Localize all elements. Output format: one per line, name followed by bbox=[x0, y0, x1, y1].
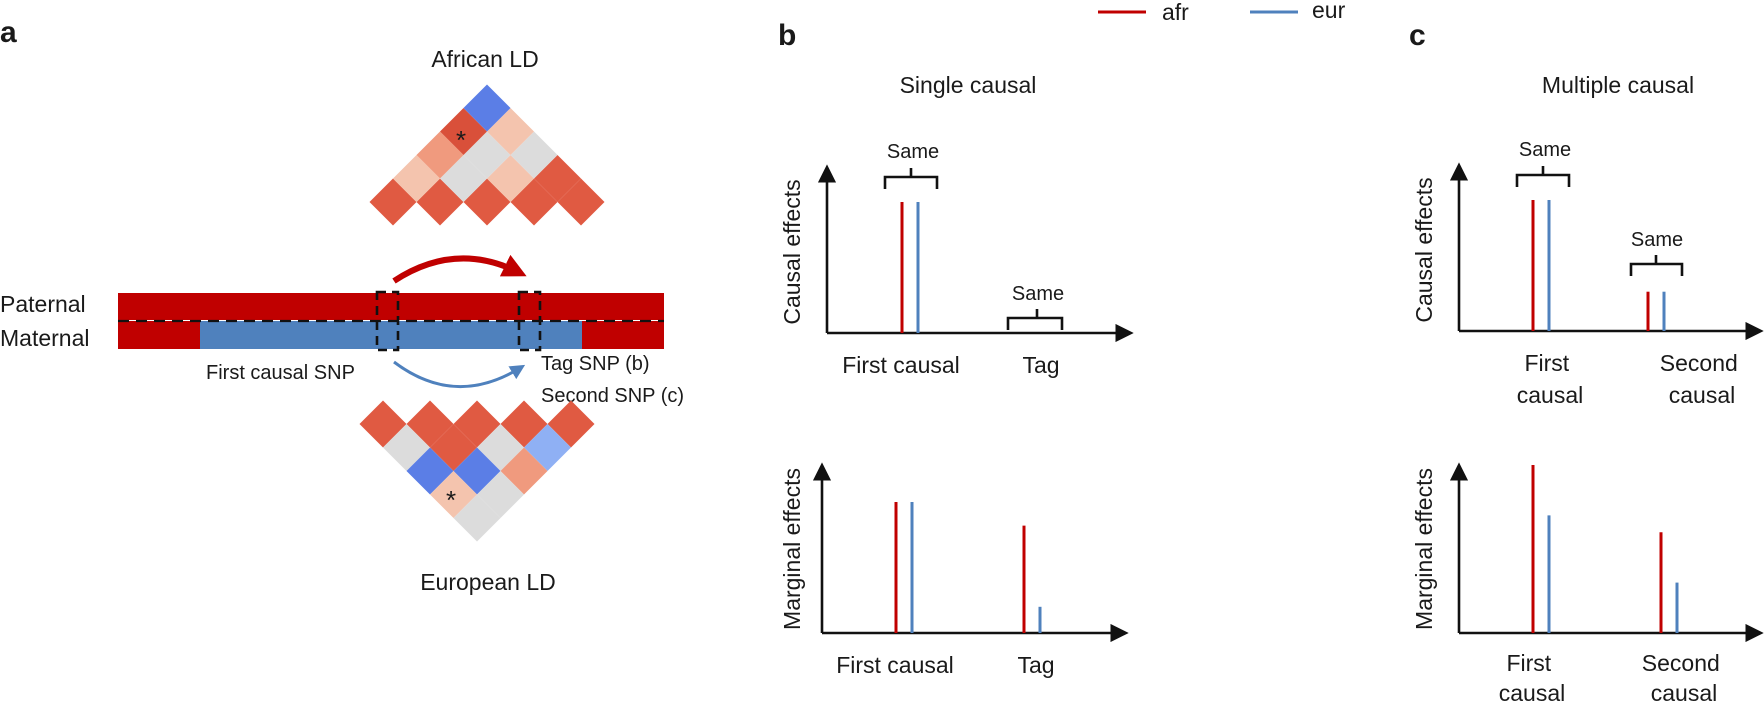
afr-transfer-arrow bbox=[392, 254, 527, 284]
c-marginal-xtick-first-line2: causal bbox=[1499, 680, 1565, 706]
c-marginal-xtick-second-line1: Second bbox=[1642, 650, 1720, 676]
panel-a: a African LD * Paternal Maternal First c… bbox=[0, 16, 684, 595]
c-causal-xtick-first-line2: causal bbox=[1517, 382, 1583, 408]
panel-c-title: Multiple causal bbox=[1542, 72, 1694, 98]
panel-b-title: Single causal bbox=[900, 72, 1037, 98]
b-causal-xtick-first: First causal bbox=[842, 352, 960, 378]
c-causal-brace-second bbox=[1629, 255, 1684, 276]
b-causal-brace-tag-label: Same bbox=[1012, 283, 1064, 305]
b-marginal-bars bbox=[894, 502, 1042, 633]
c-causal-xtick-second: Second causal bbox=[1660, 350, 1744, 408]
b-marginal-xtick-tag: Tag bbox=[1017, 652, 1054, 678]
african-ld-heatmap bbox=[369, 84, 605, 226]
african-ld-asterisk: * bbox=[456, 125, 466, 155]
c-causal-brace-second-label: Same bbox=[1631, 229, 1683, 251]
c-marginal-xtick-first-line1: First bbox=[1506, 650, 1551, 676]
maternal-label: Maternal bbox=[0, 325, 89, 351]
tag-snp-label: Tag SNP (b) bbox=[541, 353, 650, 375]
c-marginal-xtick-second: Second causal bbox=[1642, 650, 1726, 706]
c-causal-ylabel: Causal effects bbox=[1411, 177, 1437, 322]
c-causal-brace-first-label: Same bbox=[1519, 139, 1571, 161]
panel-c-marginal-chart: Marginal effects First causal Second cau… bbox=[1411, 462, 1764, 706]
paternal-label: Paternal bbox=[0, 291, 86, 317]
b-marginal-xtick-first: First causal bbox=[836, 652, 954, 678]
panel-a-letter: a bbox=[0, 16, 17, 49]
panel-b: b Single causal Causal effects First cau… bbox=[778, 19, 1134, 678]
panel-b-letter: b bbox=[778, 19, 796, 52]
b-causal-brace-first-label: Same bbox=[887, 141, 939, 163]
legend-eur-label: eur bbox=[1312, 0, 1346, 23]
c-causal-xtick-second-line2: causal bbox=[1669, 382, 1735, 408]
c-causal-xtick-first: First causal bbox=[1517, 350, 1583, 408]
panel-c-letter: c bbox=[1409, 19, 1426, 52]
african-ld-title: African LD bbox=[431, 46, 538, 72]
panel-b-causal-chart: Causal effects First causal Tag Same Sam… bbox=[779, 141, 1134, 378]
european-ld-heatmap bbox=[359, 400, 595, 542]
european-ld-title: European LD bbox=[420, 569, 556, 595]
african-ld-cell-r4-c0 bbox=[463, 84, 511, 132]
c-marginal-xtick-first: First causal bbox=[1499, 650, 1565, 706]
maternal-eur-segment bbox=[200, 321, 582, 349]
c-causal-xtick-first-line1: First bbox=[1524, 350, 1569, 376]
b-causal-bars bbox=[900, 202, 920, 333]
european-ld-cell-r4-c0 bbox=[453, 494, 501, 542]
c-marginal-ylabel: Marginal effects bbox=[1411, 468, 1437, 630]
eur-transfer-arrow bbox=[393, 360, 526, 388]
b-causal-xtick-tag: Tag bbox=[1022, 352, 1059, 378]
second-snp-label: Second SNP (c) bbox=[541, 385, 684, 407]
legend-afr-label: afr bbox=[1162, 0, 1189, 25]
c-marginal-bars bbox=[1531, 465, 1679, 633]
legend: afr eur bbox=[1098, 0, 1346, 25]
panel-c-causal-chart: Causal effects First causal Second causa… bbox=[1411, 139, 1764, 408]
c-causal-xtick-second-line1: Second bbox=[1660, 350, 1738, 376]
european-ld-asterisk: * bbox=[446, 485, 456, 515]
paternal-chromosome bbox=[118, 293, 664, 320]
first-causal-snp-box bbox=[375, 290, 400, 352]
second-snp-box bbox=[517, 290, 542, 352]
b-marginal-ylabel: Marginal effects bbox=[779, 468, 805, 630]
panel-c: c Multiple causal Causal effects First c… bbox=[1409, 19, 1764, 706]
b-causal-ylabel: Causal effects bbox=[779, 179, 805, 324]
c-causal-brace-first bbox=[1515, 166, 1571, 187]
c-marginal-xtick-second-line2: causal bbox=[1651, 680, 1717, 706]
b-causal-brace-tag bbox=[1006, 309, 1064, 330]
panel-b-marginal-chart: Marginal effects First causal Tag bbox=[779, 462, 1129, 678]
b-causal-brace-first bbox=[883, 168, 939, 189]
first-causal-snp-label: First causal SNP bbox=[206, 362, 355, 384]
c-causal-bars bbox=[1531, 200, 1666, 331]
